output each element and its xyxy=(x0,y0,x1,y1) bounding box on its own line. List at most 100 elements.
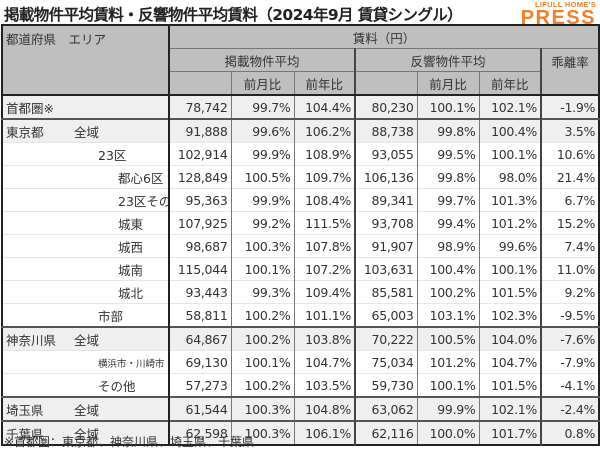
listed-mom-cell: 100.2% xyxy=(230,373,295,397)
divergence-cell: -2.4% xyxy=(540,396,600,421)
area-label: 城南 xyxy=(118,262,144,278)
table-row: 城東 107,925 99.2% 111.5% 93,708 99.4% 101… xyxy=(1,211,600,235)
resp-mom-cell: 100.1% xyxy=(416,373,480,397)
area-label: 城東 xyxy=(118,216,144,232)
listed-mom-cell: 100.2% xyxy=(230,303,295,327)
resp-yoy-cell: 98.0% xyxy=(478,165,542,189)
area-cell: 都心6区 xyxy=(1,165,170,189)
divergence-cell: 3.5% xyxy=(540,118,600,143)
area-label: 23区その他 xyxy=(118,193,167,209)
resp-yoy-cell: 100.1% xyxy=(478,257,542,281)
listed-yoy-cell: 101.1% xyxy=(293,303,356,327)
table-row: 横浜市・川崎市 69,130 100.1% 104.7% 75,034 101.… xyxy=(1,350,600,374)
listed-mom-cell: 100.2% xyxy=(230,326,295,351)
resp-mom-cell: 99.9% xyxy=(416,396,480,421)
listed-yoy-cell: 107.8% xyxy=(293,234,356,258)
resp-mom-cell: 100.2% xyxy=(416,280,480,304)
listed-yoy-cell: 109.7% xyxy=(293,165,356,189)
resp-yoy-cell: 100.1% xyxy=(478,142,542,166)
resp-yoy-cell: 101.5% xyxy=(478,280,542,304)
resp-mom-cell: 101.2% xyxy=(416,350,480,374)
resp-yoy-cell: 102.1% xyxy=(478,94,542,119)
listed-mom-cell: 100.1% xyxy=(230,350,295,374)
listed-yoy-cell: 109.4% xyxy=(293,280,356,304)
table-row: 23区その他 95,363 99.9% 108.4% 89,341 99.7% … xyxy=(1,188,600,212)
listed-cell: 107,925 xyxy=(168,211,232,235)
resp-mom-cell: 100.5% xyxy=(416,326,480,351)
resp-cell: 63,062 xyxy=(354,396,418,421)
area-label: その他 xyxy=(98,378,136,394)
resp-yoy-cell: 102.1% xyxy=(478,396,542,421)
listed-yoy-header: 前年比 xyxy=(293,71,356,96)
listed-cell: 69,130 xyxy=(168,350,232,374)
area-cell: 城南 xyxy=(1,257,170,281)
listed-yoy-cell: 111.5% xyxy=(293,211,356,235)
pref-label: 埼玉県 xyxy=(6,402,44,418)
listed-yoy-cell: 106.1% xyxy=(293,420,356,445)
area-cell: 神奈川県 全域 xyxy=(1,326,170,351)
listed-mom-cell: 100.5% xyxy=(230,165,295,189)
table-row: 城西 98,687 100.3% 107.8% 91,907 98.9% 99.… xyxy=(1,234,600,258)
listed-cell: 102,914 xyxy=(168,142,232,166)
resp-cell: 65,003 xyxy=(354,303,418,327)
resp-mom-cell: 100.4% xyxy=(416,257,480,281)
resp-yoy-cell: 101.5% xyxy=(478,373,542,397)
resp-cell: 106,136 xyxy=(354,165,418,189)
resp-cell: 89,341 xyxy=(354,188,418,212)
divergence-header: 乖離率 xyxy=(540,48,600,96)
resp-mom-cell: 99.4% xyxy=(416,211,480,235)
divergence-cell: 0.8% xyxy=(540,420,600,445)
listed-cell: 57,273 xyxy=(168,373,232,397)
resp-cell: 93,055 xyxy=(354,142,418,166)
divergence-cell: -7.6% xyxy=(540,326,600,351)
listed-cell: 78,742 xyxy=(168,94,232,119)
listed-mom-cell: 99.9% xyxy=(230,142,295,166)
pref-label: 千葉県 xyxy=(6,426,44,442)
resp-cell: 85,581 xyxy=(354,280,418,304)
divergence-cell: 7.4% xyxy=(540,234,600,258)
table-row: 首都圏※ 78,742 99.7% 104.4% 80,230 100.1% 1… xyxy=(1,94,600,119)
area-label: 全域 xyxy=(74,332,100,348)
listed-yoy-cell: 108.9% xyxy=(293,142,356,166)
listed-cell: 98,687 xyxy=(168,234,232,258)
listed-mom-header: 前月比 xyxy=(230,71,295,96)
resp-yoy-cell: 102.3% xyxy=(478,303,542,327)
listed-yoy-cell: 107.2% xyxy=(293,257,356,281)
resp-cell: 103,631 xyxy=(354,257,418,281)
listed-cell: 91,888 xyxy=(168,118,232,143)
lifull-press-logo: LIFULL HOME'S PRESS xyxy=(521,0,596,28)
rent-group-header: 賃料（円） xyxy=(168,24,600,49)
listed-yoy-cell: 108.4% xyxy=(293,188,356,212)
resp-mom-cell: 99.8% xyxy=(416,165,480,189)
response-yoy-header: 前年比 xyxy=(478,71,542,96)
divergence-cell: 15.2% xyxy=(540,211,600,235)
area-label: 横浜市・川崎市 xyxy=(98,358,165,370)
area-cell: その他 xyxy=(1,373,170,397)
listed-yoy-cell: 103.8% xyxy=(293,326,356,351)
resp-mom-cell: 100.1% xyxy=(416,94,480,119)
listed-cell: 64,867 xyxy=(168,326,232,351)
area-label: 城西 xyxy=(118,239,144,255)
area-cell: 23区その他 xyxy=(1,188,170,212)
area-cell: 城北 xyxy=(1,280,170,304)
listed-cell: 58,811 xyxy=(168,303,232,327)
resp-mom-cell: 99.8% xyxy=(416,118,480,143)
area-cell: 横浜市・川崎市 xyxy=(1,350,170,374)
listed-avg-header: 掲載物件平均 xyxy=(168,48,356,72)
divergence-cell: -4.1% xyxy=(540,373,600,397)
divergence-cell: -9.5% xyxy=(540,303,600,327)
table-row: 東京都 全域 91,888 99.6% 106.2% 88,738 99.8% 1… xyxy=(1,118,600,143)
listed-yoy-cell: 103.5% xyxy=(293,373,356,397)
pref-label: 東京都 xyxy=(6,124,44,140)
resp-cell: 75,034 xyxy=(354,350,418,374)
area-label: 全域 xyxy=(74,402,100,418)
resp-cell: 91,907 xyxy=(354,234,418,258)
divergence-cell: 10.6% xyxy=(540,142,600,166)
listed-mom-cell: 99.2% xyxy=(230,211,295,235)
listed-yoy-cell: 104.4% xyxy=(293,94,356,119)
rent-table: 都道府県 エリア 賃料（円） 掲載物件平均 反響物件平均 乖離率 前月比 前年比… xyxy=(1,24,600,446)
resp-yoy-cell: 104.7% xyxy=(478,350,542,374)
divergence-cell: -1.9% xyxy=(540,94,600,119)
table-row: 城南 115,044 100.1% 107.2% 103,631 100.4% … xyxy=(1,257,600,281)
logo-brand-text: LIFULL HOME'S xyxy=(535,0,596,9)
